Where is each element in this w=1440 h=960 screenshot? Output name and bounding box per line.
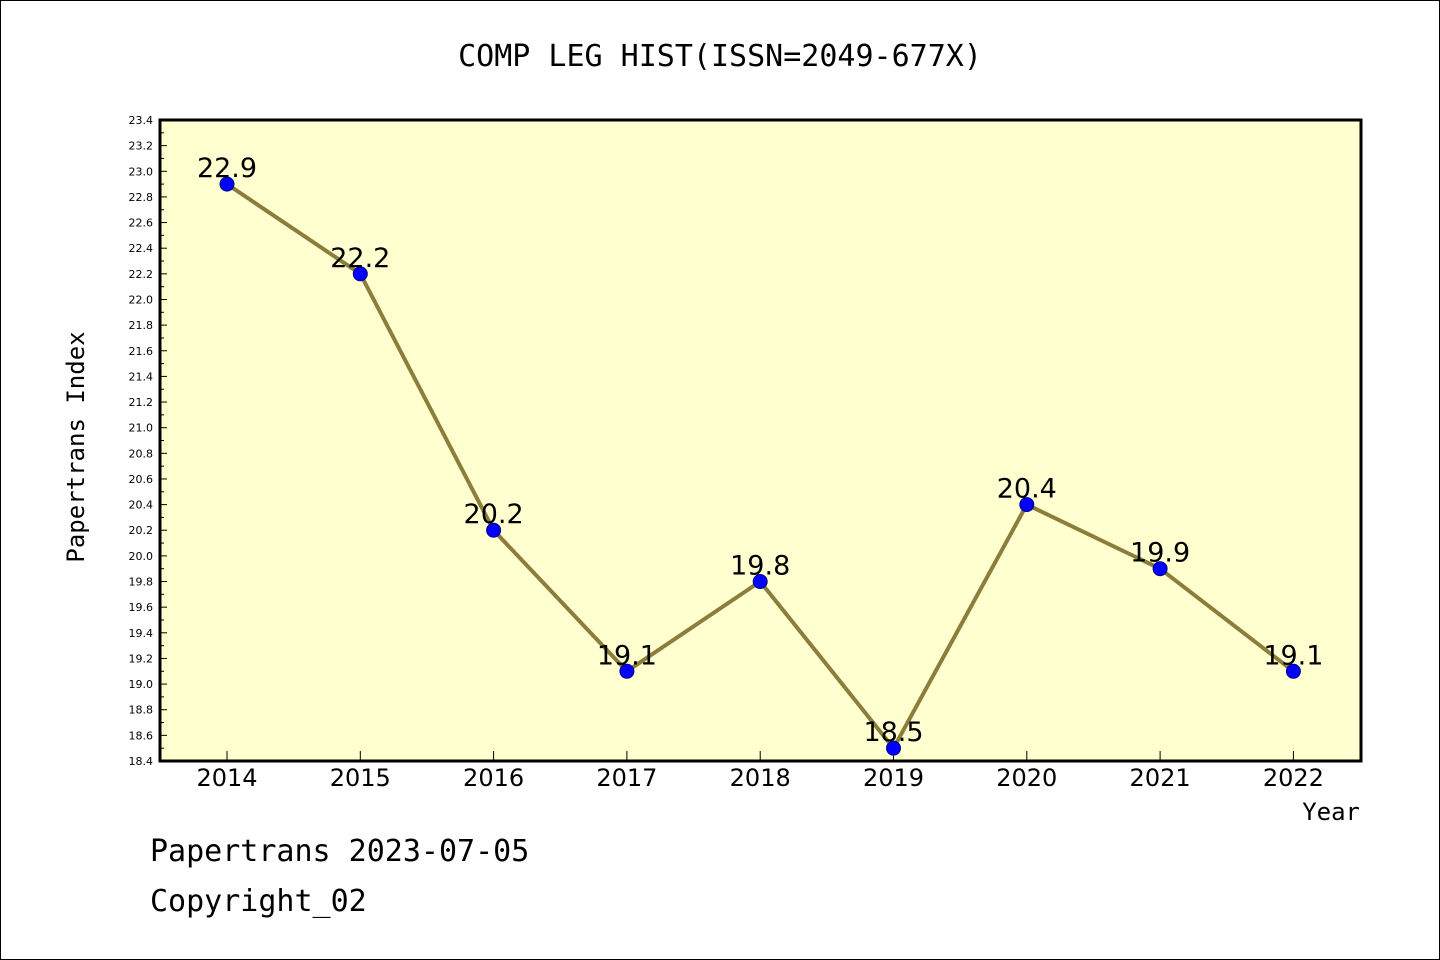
data-label: 20.4 xyxy=(997,474,1057,505)
y-tick-label: 19.0 xyxy=(129,678,154,691)
data-label: 20.2 xyxy=(464,499,524,530)
footer-date: Papertrans 2023-07-05 xyxy=(150,834,530,869)
y-tick-label: 19.2 xyxy=(129,652,154,665)
data-markers xyxy=(219,176,1301,756)
data-point xyxy=(619,663,635,679)
data-point xyxy=(752,574,768,590)
x-tick-label: 2019 xyxy=(863,764,924,792)
data-point xyxy=(486,522,502,538)
x-tick-label: 2022 xyxy=(1263,764,1324,792)
x-tick-label: 2020 xyxy=(996,764,1057,792)
data-point xyxy=(219,176,235,192)
x-tick-label: 2015 xyxy=(330,764,391,792)
x-tick-label: 2017 xyxy=(596,764,657,792)
data-point xyxy=(1152,561,1168,577)
data-label: 18.5 xyxy=(863,717,923,748)
y-tick-label: 18.6 xyxy=(129,729,154,742)
x-tick-label: 2016 xyxy=(463,764,524,792)
y-tick-label: 23.4 xyxy=(129,114,154,127)
y-axis-label: Papertrans Index xyxy=(62,331,90,562)
data-label: 19.1 xyxy=(1263,640,1323,671)
y-axis: 18.4 18.6 18.8 19.0 19.2 19.4 19.6 19.8 20.0 20.2… xyxy=(129,114,167,768)
x-tick-label: 2014 xyxy=(196,764,257,792)
y-tick-label: 22.8 xyxy=(129,191,154,204)
y-tick-label: 18.4 xyxy=(129,755,154,768)
y-tick-label: 20.2 xyxy=(129,524,154,537)
data-label: 19.1 xyxy=(597,640,657,671)
plot-area xyxy=(160,120,1361,761)
y-tick-label: 21.8 xyxy=(129,319,154,332)
y-tick-label: 19.8 xyxy=(129,576,154,589)
y-tick-label: 21.6 xyxy=(129,345,154,358)
y-tick-label: 21.0 xyxy=(129,422,154,435)
y-tick-label: 22.2 xyxy=(129,268,154,281)
x-axis: 2014 2015 2016 2017 2018 2019 2020 2021 2022 xyxy=(196,751,1324,792)
y-tick-label: 20.6 xyxy=(129,473,154,486)
data-labels: 22.9 22.2 20.2 19.1 19.8 18.5 20.4 19.9 19.1 xyxy=(197,153,1324,748)
x-tick-label: 2018 xyxy=(730,764,791,792)
y-tick-label: 22.4 xyxy=(129,242,154,255)
data-point xyxy=(1019,497,1035,513)
y-tick-label: 19.6 xyxy=(129,601,154,614)
y-tick-label: 21.4 xyxy=(129,370,154,383)
y-tick-label: 20.4 xyxy=(129,499,154,512)
chart-title: COMP LEG HIST(ISSN=2049-677X) xyxy=(458,39,982,74)
x-tick-label: 2021 xyxy=(1130,764,1191,792)
y-tick-label: 18.8 xyxy=(129,704,154,717)
data-point xyxy=(352,266,368,282)
data-label: 22.9 xyxy=(197,153,257,184)
y-tick-label: 23.0 xyxy=(129,165,154,178)
x-axis-label: Year xyxy=(1302,798,1360,826)
y-tick-label: 20.0 xyxy=(129,550,154,563)
data-point xyxy=(886,740,901,756)
data-label: 22.2 xyxy=(330,243,390,274)
data-point xyxy=(1285,663,1301,679)
data-label: 19.9 xyxy=(1130,538,1190,569)
y-tick-label: 20.8 xyxy=(129,447,154,460)
y-tick-label: 23.2 xyxy=(129,140,154,153)
plot-border xyxy=(158,118,1363,763)
y-tick-label: 21.2 xyxy=(129,396,154,409)
y-tick-label: 22.0 xyxy=(129,293,154,306)
data-label: 19.8 xyxy=(730,551,790,582)
y-tick-label: 22.6 xyxy=(129,217,154,230)
y-tick-label: 19.4 xyxy=(129,627,154,640)
footer-copyright: Copyright_02 xyxy=(150,884,367,919)
